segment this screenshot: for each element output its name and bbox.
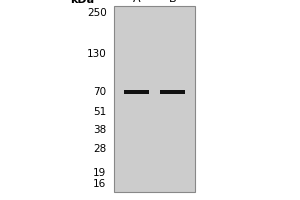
Bar <box>160 90 185 94</box>
Bar <box>124 90 149 94</box>
Text: kDa: kDa <box>70 0 94 5</box>
Text: 70: 70 <box>93 87 106 97</box>
Text: 16: 16 <box>93 179 106 189</box>
Text: 250: 250 <box>87 8 106 18</box>
Text: 19: 19 <box>93 168 106 178</box>
Text: B: B <box>169 0 176 4</box>
Text: 51: 51 <box>93 107 106 117</box>
Text: 130: 130 <box>87 49 106 59</box>
Text: 28: 28 <box>93 144 106 154</box>
Bar <box>114 6 195 192</box>
Text: 38: 38 <box>93 125 106 135</box>
Text: A: A <box>133 0 140 4</box>
